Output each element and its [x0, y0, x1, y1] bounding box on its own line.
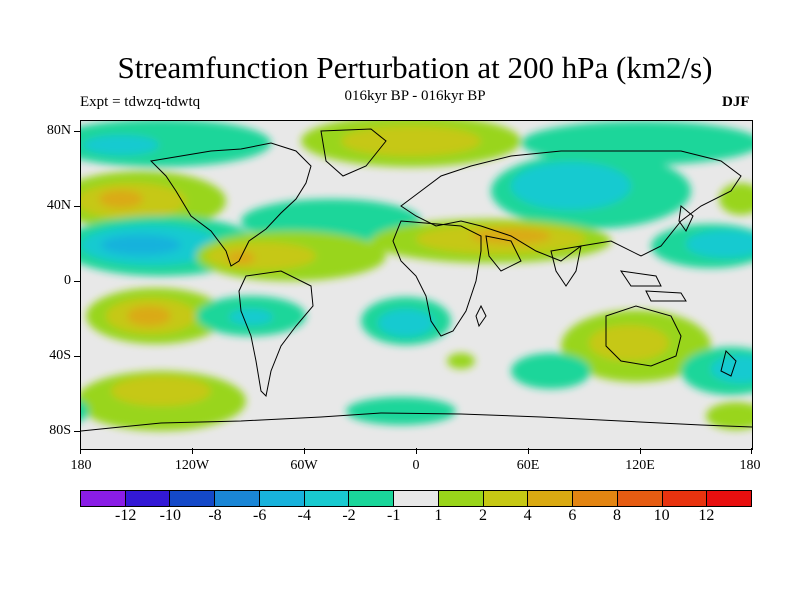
tickmark-40n — [74, 206, 80, 207]
colorbar-label: -10 — [159, 507, 181, 524]
colorbar-box-7 — [394, 491, 439, 506]
colorbar-box-6 — [349, 491, 395, 506]
tickmark-120e — [640, 448, 641, 454]
colorbar-box-12 — [617, 491, 663, 506]
colorbar-box-9 — [483, 491, 529, 506]
colorbar-label: 12 — [698, 507, 715, 524]
tickmark-80s — [74, 431, 80, 432]
tickmark-60e — [528, 448, 529, 454]
x-label-120w: 120W — [174, 458, 210, 473]
experiment-label: Expt = tdwzq-tdwtq — [80, 94, 201, 110]
x-label-60e: 60E — [516, 458, 540, 473]
contour-fields — [81, 121, 752, 431]
tickmark-60w — [304, 448, 305, 454]
colorbar — [80, 490, 752, 507]
x-label-120e: 120E — [625, 458, 655, 473]
tickmark-80n — [74, 131, 80, 132]
y-label-0: 0 — [64, 273, 71, 288]
coastlines — [81, 128, 752, 432]
colorbar-label: 10 — [653, 507, 670, 524]
tickmark-180e — [751, 448, 752, 454]
colorbar-label: 2 — [479, 507, 487, 524]
colorbar-box-4 — [259, 491, 305, 506]
colorbar-box-1 — [125, 491, 171, 506]
colorbar-label: -12 — [114, 507, 137, 524]
x-label-180w: 180 — [70, 458, 92, 473]
colorbar-box-8 — [438, 491, 484, 506]
y-label-40s: 40S — [49, 348, 71, 363]
tickmark-40s — [74, 356, 80, 357]
colorbar-box-10 — [528, 491, 574, 506]
colorbar-label: 6 — [568, 507, 577, 524]
colorbar-label: 1 — [434, 507, 443, 524]
colorbar-box-11 — [573, 491, 618, 506]
colorbar-box-5 — [304, 491, 350, 506]
y-label-40n: 40N — [46, 198, 71, 213]
tickmark-0-lon — [416, 448, 417, 454]
y-label-80s: 80S — [49, 423, 71, 438]
colorbar-label: -4 — [297, 507, 311, 524]
tickmark-180w — [80, 448, 81, 454]
colorbar-box-14 — [707, 491, 752, 506]
x-label-0: 0 — [412, 458, 420, 473]
colorbar-box-0 — [81, 491, 126, 506]
colorbar-label: -1 — [386, 507, 401, 524]
tickmark-0 — [74, 281, 80, 282]
colorbar-box-13 — [662, 491, 708, 506]
chart-title: Streamfunction Perturbation at 200 hPa (… — [117, 50, 713, 85]
colorbar-label: -8 — [208, 507, 222, 524]
colorbar-box-3 — [215, 491, 260, 506]
map-svg — [81, 121, 752, 449]
colorbar-label: -6 — [252, 507, 267, 524]
y-label-80n: 80N — [46, 123, 71, 138]
colorbar-label: 8 — [613, 507, 621, 524]
season-label: DJF — [722, 94, 750, 110]
colorbar-label: 4 — [523, 507, 532, 524]
x-label-60w: 60W — [290, 458, 318, 473]
map-plot-area — [80, 120, 753, 450]
tickmark-120w — [192, 448, 193, 454]
x-label-180e: 180 — [739, 458, 761, 473]
chart-subtitle: 016kyr BP - 016kyr BP — [344, 88, 486, 104]
colorbar-label: -2 — [342, 507, 356, 524]
colorbar-box-2 — [170, 491, 216, 506]
